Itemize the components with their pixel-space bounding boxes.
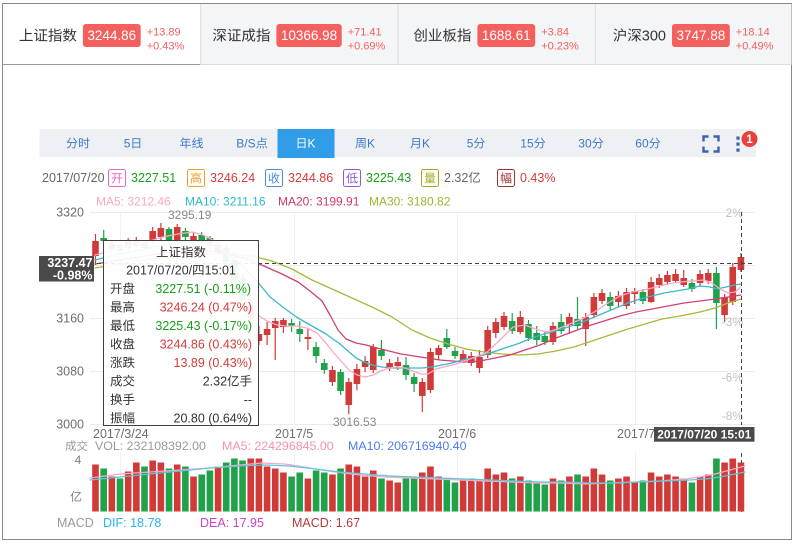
svg-text:2.32: 2.32 [444,171,468,185]
svg-text:13.89 (0.43%): 13.89 (0.43%) [174,356,253,370]
svg-text:+18.14: +18.14 [736,27,770,39]
svg-text:MACD: MACD [57,516,94,530]
svg-text:MA5: 3212.46: MA5: 3212.46 [96,195,171,209]
svg-text:3160: 3160 [56,312,84,326]
svg-text:0.43%: 0.43% [520,171,555,185]
svg-text:+0.43%: +0.43% [147,41,185,53]
svg-text:1688.61: 1688.61 [482,28,531,43]
svg-text:MA30: 3180.82: MA30: 3180.82 [369,195,451,209]
svg-text:3244.86: 3244.86 [87,28,136,43]
svg-text:3225.43 (-0.17%): 3225.43 (-0.17%) [155,319,252,333]
svg-text:60: 60 [635,137,649,151]
svg-text:2.32: 2.32 [203,375,227,389]
svg-text:+0.49%: +0.49% [736,41,774,53]
svg-text:MA10: 3211.16: MA10: 3211.16 [185,195,266,209]
svg-text:3227.51: 3227.51 [131,171,176,185]
svg-text:3237.47: 3237.47 [47,256,92,270]
svg-text:3246.24 (0.47%): 3246.24 (0.47%) [160,301,252,315]
svg-text:3244.86: 3244.86 [288,171,333,185]
svg-text:--: -- [244,393,252,407]
svg-text:3227.51 (-0.11%): 3227.51 (-0.11%) [155,282,251,296]
svg-text:K: K [367,137,375,151]
svg-text:-3%: -3% [722,315,744,329]
svg-text:15:01: 15:01 [205,264,236,278]
svg-text:MA10: 206716940.40: MA10: 206716940.40 [348,439,467,453]
svg-text:300: 300 [642,29,666,45]
svg-text:3320: 3320 [56,206,84,220]
svg-text:+0.23%: +0.23% [541,41,579,53]
svg-text:K: K [308,137,316,151]
svg-text:3225.43: 3225.43 [366,171,411,185]
svg-text:3747.88: 3747.88 [676,28,725,43]
svg-text:3246.24: 3246.24 [210,171,255,185]
svg-text:15: 15 [520,137,534,151]
svg-text:20.80 (0.64%): 20.80 (0.64%) [174,412,253,426]
svg-text:2017/5: 2017/5 [275,427,313,441]
svg-text:3000: 3000 [56,418,84,432]
svg-text:2017/07/20/: 2017/07/20/ [126,264,193,278]
svg-text:-6%: -6% [722,371,744,385]
svg-text:K: K [422,137,430,151]
svg-text:MACD: 1.67: MACD: 1.67 [292,516,360,530]
svg-text:2017/07/20: 2017/07/20 [42,171,105,185]
svg-text:+0.69%: +0.69% [348,41,386,53]
svg-text:3016.53: 3016.53 [333,415,377,429]
svg-text:2017/7: 2017/7 [617,427,655,441]
svg-text:5: 5 [467,137,474,151]
svg-text:2017/07/20 15:01: 2017/07/20 15:01 [657,427,751,441]
svg-text:5: 5 [124,137,131,151]
svg-text:3295.19: 3295.19 [168,208,212,222]
svg-text:+3.84: +3.84 [541,27,569,39]
svg-text:2%: 2% [726,206,744,220]
svg-text:3080: 3080 [56,365,84,379]
svg-text:B/S: B/S [236,137,255,151]
svg-text:-8%: -8% [722,409,744,423]
svg-text:10366.98: 10366.98 [281,28,337,43]
svg-text:1: 1 [746,134,753,146]
svg-text:MA20: 3199.91: MA20: 3199.91 [278,195,360,209]
svg-text:VOL: 232108392.00: VOL: 232108392.00 [95,439,206,453]
svg-text:3244.86 (0.43%): 3244.86 (0.43%) [160,338,252,352]
svg-text:DIF: 18.78: DIF: 18.78 [103,516,161,530]
svg-text:4: 4 [75,453,82,467]
svg-text:2017/3/24: 2017/3/24 [93,427,149,441]
svg-text:2017/6: 2017/6 [438,427,476,441]
svg-text:DEA: 17.95: DEA: 17.95 [200,516,264,530]
svg-text:+71.41: +71.41 [348,27,382,39]
svg-text:MA5: 224296845.00: MA5: 224296845.00 [222,439,334,453]
svg-text:-0.98%: -0.98% [53,269,93,283]
svg-text:+13.89: +13.89 [147,27,181,39]
svg-text:30: 30 [578,137,592,151]
